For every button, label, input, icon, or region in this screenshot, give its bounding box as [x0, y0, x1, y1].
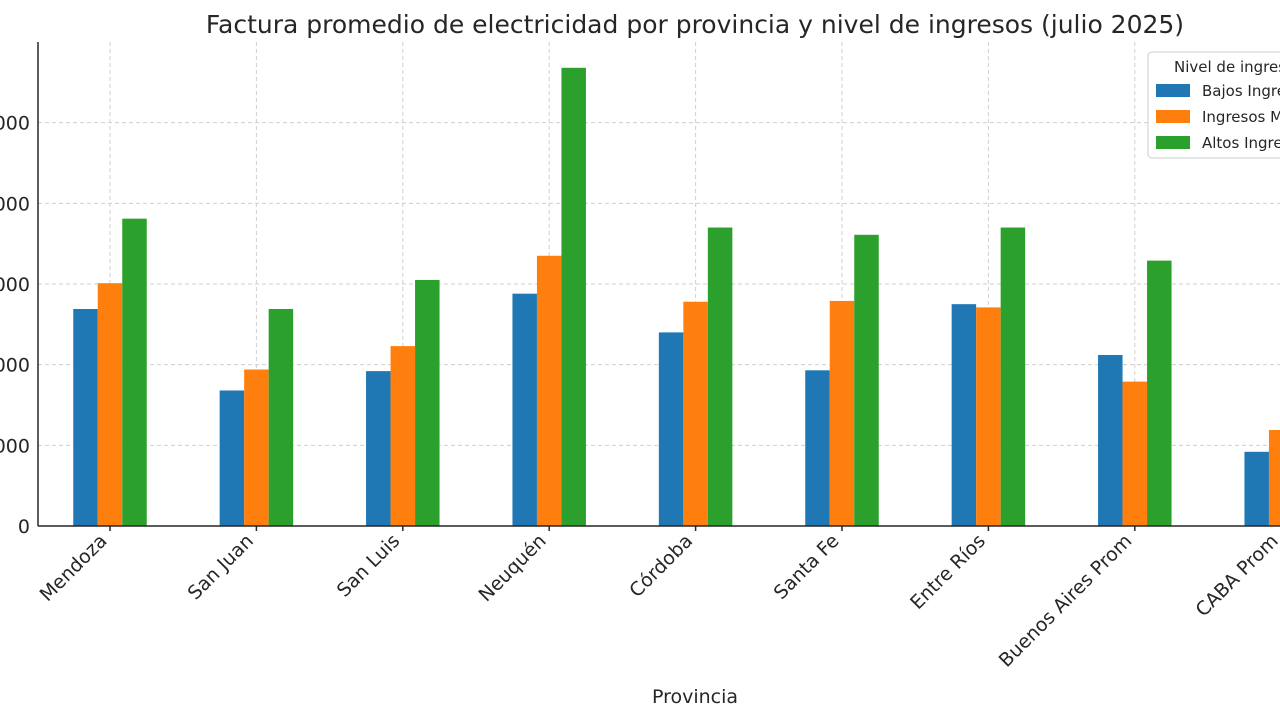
- x-tick-label: Córdoba: [625, 530, 697, 602]
- bar: [73, 309, 98, 526]
- bar: [854, 234, 879, 526]
- x-tick-label: Buenos Aires Prom: [995, 530, 1137, 672]
- bar: [561, 67, 586, 527]
- legend-entry: Bajos Ingresos: [1202, 82, 1280, 100]
- bar: [683, 301, 708, 526]
- bar: [1098, 354, 1123, 526]
- bar: [829, 300, 855, 526]
- bar: [536, 255, 562, 526]
- bar: [366, 371, 391, 526]
- bar: [268, 309, 294, 526]
- bar: [951, 304, 977, 526]
- legend-items: Bajos Ingresos Ingresos Medios Altos Ingre…: [1156, 82, 1280, 152]
- bar: [97, 283, 123, 526]
- legend: Nivel de ingresos Bajos Ingresos Ingresos…: [1147, 51, 1280, 159]
- legend-title: Nivel de ingresos: [1174, 58, 1280, 76]
- x-tick-label: San Juan: [184, 530, 258, 604]
- bar: [415, 279, 440, 526]
- x-tick-label: San Luis: [333, 530, 405, 602]
- legend-swatch: [1156, 136, 1190, 149]
- bar: [805, 370, 830, 526]
- y-tick-label: 30000: [0, 274, 30, 296]
- x-tick-label: Mendoza: [36, 530, 112, 606]
- bar: [707, 227, 733, 527]
- y-tick-label: 50000: [0, 113, 30, 135]
- y-tick-label: 20000: [0, 355, 30, 377]
- bar: [976, 307, 1001, 526]
- axes: [37, 42, 1280, 531]
- x-tick-labels: Mendoza San Juan San Luis Neuquén Córdoba San…: [36, 530, 1280, 672]
- bar: [390, 346, 416, 526]
- legend-entry: Ingresos Medios: [1202, 108, 1280, 126]
- bar: [244, 369, 269, 526]
- legend-box: [1147, 51, 1280, 159]
- bar: [219, 390, 245, 526]
- x-tick-label: Entre Ríos: [906, 530, 990, 614]
- legend-entry: Altos Ingresos: [1202, 134, 1280, 152]
- legend-swatch: [1156, 110, 1190, 123]
- bar: [122, 218, 147, 526]
- y-tick-label: 10000: [0, 435, 30, 457]
- legend-swatch: [1156, 84, 1190, 97]
- y-tick-label: 40000: [0, 193, 30, 215]
- bar: [1147, 260, 1172, 526]
- x-tick-label: Santa Fe: [770, 530, 844, 604]
- bar: [658, 332, 684, 526]
- bars: [73, 67, 1280, 527]
- x-tick-label: CABA Prom: [1192, 530, 1280, 621]
- bar: [1000, 227, 1026, 527]
- y-tick-label: 0: [18, 516, 30, 538]
- x-tick-label: Neuquén: [475, 530, 551, 606]
- chart-title: Factura promedio de electricidad por pro…: [206, 10, 1184, 39]
- bar: [512, 293, 537, 526]
- bar: [1268, 430, 1280, 526]
- x-axis-label: Provincia: [652, 686, 738, 708]
- bar: [1244, 451, 1269, 526]
- y-tick-labels: 0 10000 20000 30000 40000 50000: [0, 113, 30, 538]
- bar: [1122, 381, 1148, 526]
